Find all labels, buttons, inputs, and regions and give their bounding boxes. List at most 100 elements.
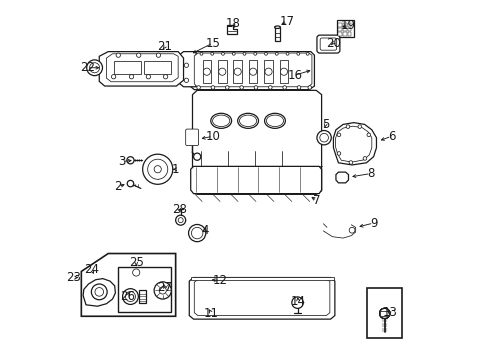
Text: 20: 20 — [325, 36, 340, 50]
Circle shape — [129, 75, 133, 79]
Bar — [338, 32, 341, 36]
Polygon shape — [335, 172, 348, 183]
Circle shape — [136, 53, 141, 57]
Circle shape — [156, 53, 160, 57]
Bar — [343, 23, 346, 27]
Text: 28: 28 — [171, 203, 186, 216]
Circle shape — [95, 288, 103, 296]
Text: 25: 25 — [128, 256, 143, 269]
Circle shape — [268, 86, 271, 89]
Bar — [338, 28, 341, 31]
Bar — [233, 60, 242, 83]
Bar — [347, 28, 351, 31]
Circle shape — [348, 227, 354, 233]
Bar — [118, 267, 171, 312]
Ellipse shape — [212, 115, 229, 127]
Circle shape — [126, 157, 134, 164]
Circle shape — [147, 159, 167, 179]
Circle shape — [178, 218, 183, 223]
Circle shape — [163, 75, 167, 79]
Circle shape — [154, 166, 161, 173]
Text: 1: 1 — [172, 163, 179, 176]
Text: 7: 7 — [312, 194, 320, 207]
Bar — [366, 288, 402, 338]
Text: 21: 21 — [157, 40, 172, 53]
Text: 15: 15 — [205, 36, 220, 50]
Circle shape — [184, 63, 188, 67]
Circle shape — [203, 68, 210, 75]
Text: 6: 6 — [387, 130, 394, 143]
Circle shape — [243, 52, 245, 55]
Circle shape — [146, 75, 150, 79]
Polygon shape — [192, 90, 321, 194]
Circle shape — [337, 133, 340, 136]
Circle shape — [91, 284, 107, 300]
Circle shape — [196, 86, 200, 89]
Ellipse shape — [239, 115, 256, 127]
Polygon shape — [175, 51, 196, 87]
Circle shape — [280, 68, 287, 75]
Bar — [338, 23, 341, 27]
Circle shape — [282, 86, 286, 89]
Circle shape — [305, 52, 308, 55]
Circle shape — [210, 52, 213, 55]
Text: 14: 14 — [290, 296, 305, 309]
Bar — [347, 23, 351, 27]
Polygon shape — [335, 126, 371, 162]
Circle shape — [319, 134, 328, 142]
Bar — [343, 32, 346, 36]
Circle shape — [346, 125, 349, 129]
Circle shape — [379, 309, 389, 319]
Polygon shape — [81, 253, 175, 316]
Polygon shape — [83, 279, 115, 306]
Ellipse shape — [210, 113, 231, 129]
Text: 18: 18 — [225, 17, 240, 30]
Circle shape — [275, 52, 278, 55]
Circle shape — [188, 225, 205, 242]
FancyBboxPatch shape — [185, 129, 198, 145]
Circle shape — [379, 309, 389, 319]
Circle shape — [122, 289, 138, 305]
Ellipse shape — [237, 113, 258, 129]
Circle shape — [348, 161, 352, 164]
Text: 5: 5 — [321, 118, 328, 131]
Circle shape — [127, 180, 133, 187]
Polygon shape — [189, 278, 334, 319]
Circle shape — [211, 86, 214, 89]
Circle shape — [297, 86, 300, 89]
Bar — [139, 291, 146, 303]
Text: 26: 26 — [120, 290, 135, 303]
Circle shape — [291, 297, 303, 309]
Polygon shape — [333, 123, 376, 165]
Circle shape — [366, 133, 370, 136]
Circle shape — [142, 154, 172, 184]
Polygon shape — [99, 51, 183, 86]
Circle shape — [132, 269, 140, 276]
Circle shape — [316, 131, 330, 145]
Circle shape — [379, 309, 389, 319]
Circle shape — [111, 75, 116, 79]
Text: 2: 2 — [114, 180, 122, 193]
Text: 22: 22 — [80, 61, 95, 74]
Circle shape — [363, 157, 366, 160]
Circle shape — [225, 86, 228, 89]
Circle shape — [296, 52, 299, 55]
Circle shape — [116, 53, 120, 57]
Circle shape — [307, 86, 311, 89]
Text: 3: 3 — [118, 155, 125, 168]
Polygon shape — [194, 53, 311, 87]
Circle shape — [239, 86, 243, 89]
Circle shape — [221, 52, 224, 55]
Circle shape — [175, 215, 185, 225]
Circle shape — [86, 60, 102, 76]
Text: 16: 16 — [286, 69, 302, 82]
Text: 19: 19 — [340, 19, 355, 32]
Circle shape — [159, 287, 166, 294]
Circle shape — [193, 153, 201, 160]
Circle shape — [191, 227, 203, 239]
Circle shape — [264, 52, 267, 55]
Bar — [218, 60, 226, 83]
Text: 23: 23 — [65, 271, 81, 284]
Bar — [279, 60, 287, 83]
Circle shape — [253, 52, 256, 55]
